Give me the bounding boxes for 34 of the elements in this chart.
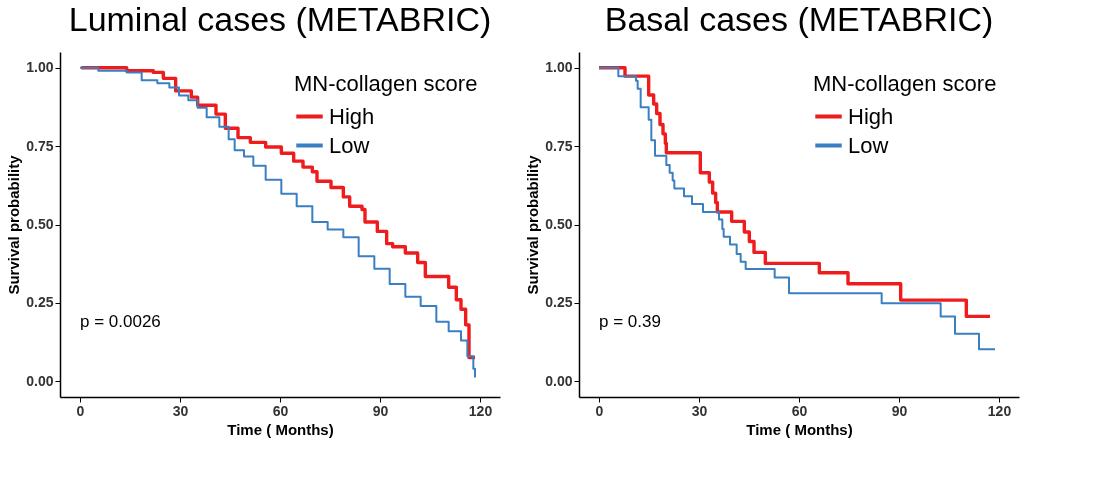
- y-axis-title: Survival probability: [5, 154, 23, 295]
- y-tick-label: 1.00: [26, 59, 54, 76]
- y-tick-label: 0.25: [545, 294, 573, 311]
- x-tick-label: 90: [891, 402, 908, 419]
- x-tick-label: 0: [76, 402, 85, 419]
- x-tick-label: 30: [691, 402, 708, 419]
- x-tick-label: 90: [372, 402, 389, 419]
- y-tick-label: 0.25: [26, 294, 54, 311]
- x-axis-title: Time ( Months): [227, 420, 334, 438]
- annotation: p = 0.0026: [80, 312, 161, 331]
- y-tick-label: 0.00: [26, 372, 54, 389]
- legend-label: Low: [848, 132, 889, 158]
- x-tick-label: 0: [595, 402, 604, 419]
- chart-title: Luminal cases (METABRIC): [68, 0, 492, 38]
- x-tick-label: 60: [791, 402, 808, 419]
- y-tick-label: 1.00: [545, 59, 573, 76]
- legend-title: MN-collagen score: [813, 71, 997, 96]
- legend-label: High: [848, 103, 894, 129]
- legend-label: Low: [329, 132, 370, 158]
- legend-title: MN-collagen score: [294, 71, 478, 96]
- x-tick-label: 120: [468, 402, 493, 419]
- y-tick-label: 0.00: [545, 372, 573, 389]
- x-tick-label: 30: [172, 402, 189, 419]
- x-tick-label: 60: [272, 402, 289, 419]
- x-tick-label: 120: [987, 402, 1012, 419]
- y-tick-label: 0.50: [26, 216, 54, 232]
- y-tick-label: 0.50: [545, 216, 573, 232]
- y-axis-title: Survival probability: [524, 154, 542, 295]
- y-tick-label: 0.75: [26, 137, 54, 154]
- x-axis-title: Time ( Months): [746, 420, 853, 438]
- annotation: p = 0.39: [599, 312, 661, 331]
- y-tick-label: 0.75: [545, 137, 573, 154]
- chart-title: Basal cases (METABRIC): [604, 0, 994, 38]
- legend-label: High: [329, 103, 375, 129]
